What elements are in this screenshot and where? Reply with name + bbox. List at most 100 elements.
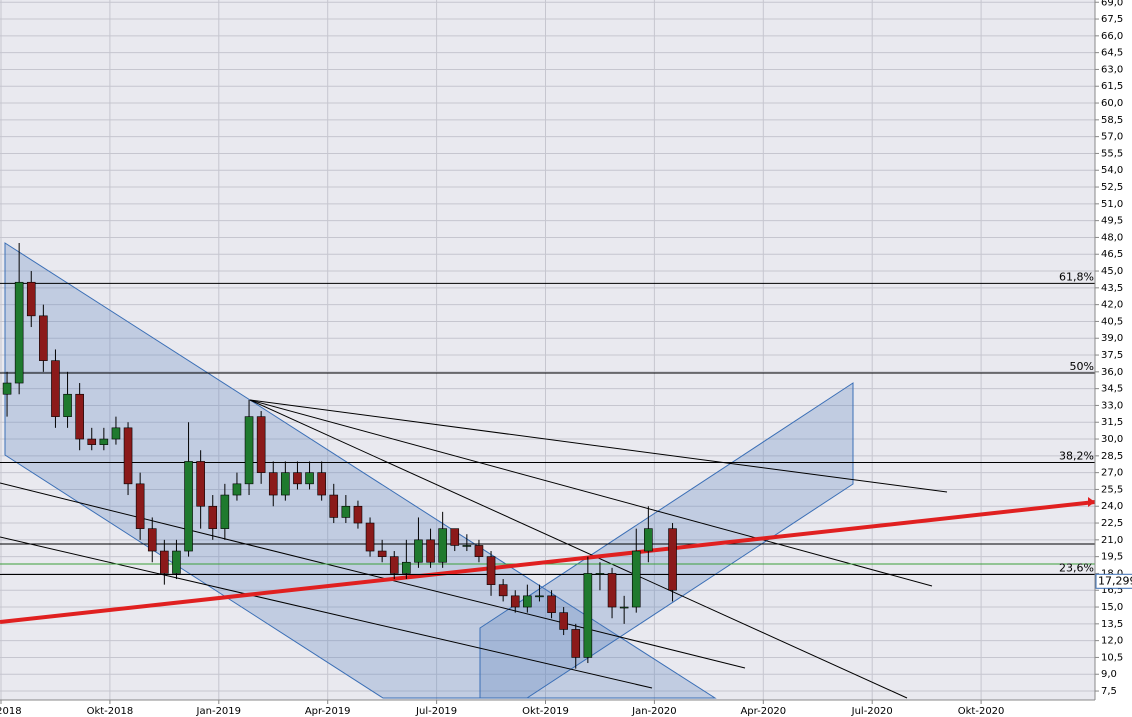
y-tick-label: 66,0 [1101, 31, 1123, 42]
y-tick-label: 43,5 [1101, 283, 1123, 294]
up-channel [479, 382, 854, 699]
candle-body [172, 550, 181, 574]
x-tick-label: Apr-2020 [740, 706, 786, 717]
fib-label: 38,2% [1059, 450, 1094, 463]
x-tick-label: Okt-2018 [87, 706, 134, 717]
candle-body [160, 550, 169, 574]
candle-body [353, 505, 363, 524]
candle-body [26, 281, 36, 317]
candle-body [341, 505, 351, 518]
y-tick-label: 58,5 [1101, 115, 1123, 126]
y-tick-label: 13,5 [1101, 619, 1123, 630]
candle-body [462, 545, 472, 547]
trend-line [249, 399, 933, 587]
candle-body [268, 472, 278, 496]
y-tick-label: 40,5 [1101, 316, 1123, 327]
candle-body [377, 550, 387, 557]
candle-body [147, 528, 157, 552]
candle-body [426, 539, 435, 563]
candle-body [244, 416, 254, 485]
y-tick-label: 33,0 [1101, 400, 1123, 411]
trend-line [0, 482, 746, 669]
candle-body [607, 573, 617, 608]
candle-body [51, 360, 60, 417]
candle-body [402, 561, 411, 574]
red-trend-line [0, 500, 1095, 624]
candle-body [14, 281, 24, 384]
y-tick-label: 54,0 [1101, 165, 1123, 176]
candle-body [535, 595, 544, 598]
candle-body [123, 427, 133, 485]
candle-body [111, 427, 121, 440]
y-tick-label: 12,0 [1101, 636, 1123, 647]
candle-body [668, 528, 677, 591]
candle-body [438, 528, 447, 563]
candle-body [559, 612, 568, 630]
y-tick-label: 37,5 [1101, 350, 1123, 361]
candle-body [329, 494, 339, 518]
candle-body [486, 556, 496, 585]
axis-background [1095, 0, 1132, 717]
y-tick-label: 45,0 [1101, 266, 1123, 277]
y-tick-label: 31,5 [1101, 417, 1123, 428]
y-tick-label: 24,0 [1101, 501, 1123, 512]
candle-body [75, 393, 84, 440]
candle-body [63, 393, 72, 417]
x-tick-label: Okt-2020 [958, 706, 1005, 717]
y-tick-label: 49,5 [1101, 216, 1123, 227]
x-tick-label: Jul-2018 [0, 706, 22, 717]
candle-body [99, 438, 109, 445]
y-tick-label: 36,0 [1101, 367, 1123, 378]
candle-body [450, 528, 460, 546]
y-tick-label: 48,0 [1101, 232, 1123, 243]
candle-body [510, 595, 520, 608]
candle-body [220, 494, 230, 529]
trend-line [0, 536, 653, 689]
candle-body [184, 461, 193, 552]
last-price-label: 17,299 [1098, 574, 1132, 587]
y-tick-label: 21,0 [1101, 535, 1123, 546]
y-tick-label: 22,5 [1101, 518, 1123, 529]
y-tick-label: 69,0 [1101, 0, 1123, 8]
x-tick-label: Jul-2019 [415, 706, 457, 717]
x-tick-label: Jul-2020 [851, 706, 893, 717]
y-tick-label: 55,5 [1101, 148, 1123, 159]
y-tick-label: 34,5 [1101, 384, 1123, 395]
y-tick-label: 10,5 [1101, 652, 1123, 663]
candles [2, 243, 677, 669]
candle-body [595, 573, 605, 575]
trend-line [249, 399, 948, 493]
candle-body [498, 584, 508, 597]
y-tick-label: 42,0 [1101, 300, 1123, 311]
x-tick-label: Jan-2020 [631, 706, 676, 717]
candle-body [474, 545, 484, 557]
x-tick-label: Apr-2019 [305, 706, 351, 717]
y-tick-label: 9,0 [1101, 669, 1117, 680]
candle-body [389, 556, 399, 574]
arrow-head [1088, 497, 1095, 507]
candle-body [305, 472, 314, 485]
last-price-box [1095, 573, 1132, 589]
candle-body [619, 606, 629, 609]
x-tick-label: Okt-2019 [522, 706, 569, 717]
y-tick-label: 39,0 [1101, 333, 1123, 344]
candle-body [281, 472, 290, 496]
y-tick-label: 60,0 [1101, 98, 1123, 109]
fib-label: 61,8% [1059, 270, 1094, 283]
candle-body [414, 539, 423, 563]
y-tick-label: 19,5 [1101, 552, 1123, 563]
fib-levels: 61,8% 50% 38,2% 23,6% [0, 270, 1095, 576]
candle-body [208, 505, 218, 529]
y-tick-label: 51,0 [1101, 199, 1123, 210]
candle-body [196, 461, 205, 507]
candle-body [256, 416, 266, 473]
candle-body [2, 382, 12, 395]
candle-body [644, 528, 653, 552]
fib-label: 50% [1070, 360, 1094, 373]
candle-body [293, 472, 302, 485]
candle-body [135, 483, 145, 529]
y-tick-label: 57,0 [1101, 132, 1123, 143]
candle-body [317, 472, 326, 496]
